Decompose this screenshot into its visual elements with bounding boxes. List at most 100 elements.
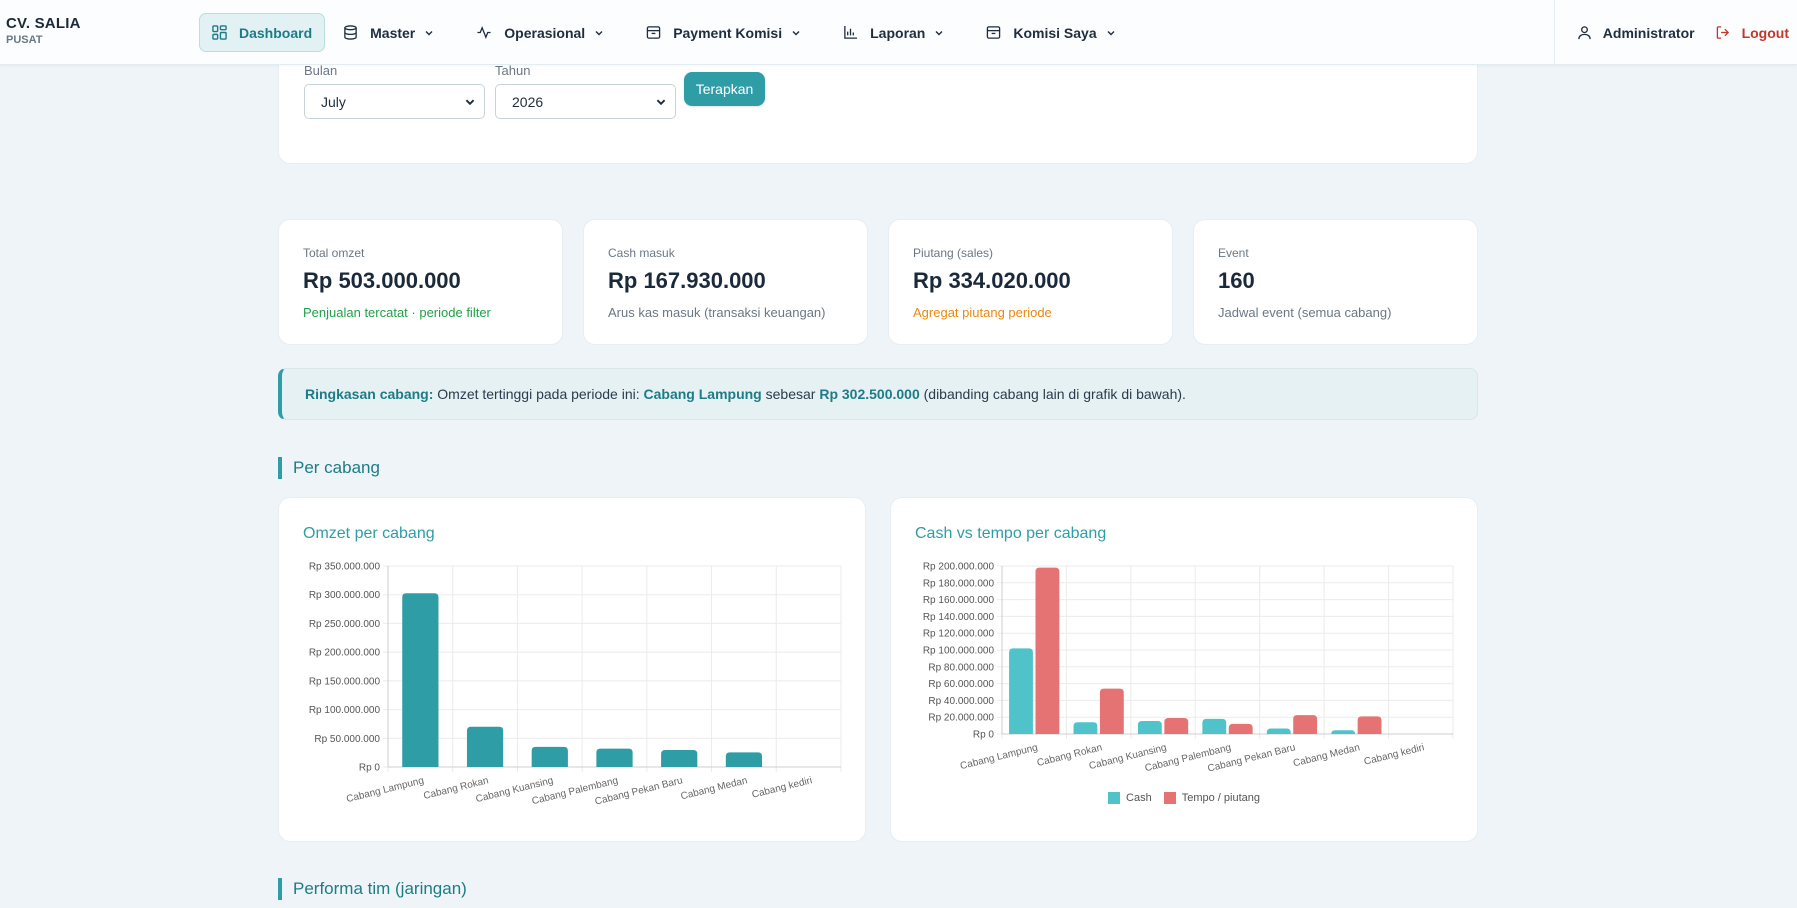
y-tick-label: Rp 20.000.000 <box>928 713 994 724</box>
bar[interactable] <box>1137 720 1162 734</box>
omzet-bar-chart: Rp 0 Rp 50.000.000 Rp 100.000.000 Rp 150.00… <box>309 562 842 808</box>
y-tick-label: Rp 50.000.000 <box>314 734 380 745</box>
bar[interactable] <box>531 746 568 767</box>
section-title-performa-tim: Performa tim (jaringan) <box>278 878 467 900</box>
logout-button[interactable]: Logout <box>1715 25 1789 41</box>
bar[interactable] <box>1035 567 1060 734</box>
nav-menu: Dashboard Master Operasional Payment Kom… <box>199 13 1146 52</box>
bar[interactable] <box>402 593 439 767</box>
bar[interactable] <box>1293 715 1318 734</box>
legend-label: Tempo / piutang <box>1181 792 1260 804</box>
bar[interactable] <box>1331 730 1356 734</box>
chevron-down-icon <box>595 30 603 35</box>
stat-label: Cash masuk <box>608 246 675 260</box>
stat-value: Rp 334.020.000 <box>913 268 1071 293</box>
chart-card-cash-vs-tempo: Cash vs tempo per cabang Rp 0 Rp 20.000.0… <box>890 497 1478 842</box>
archive-icon <box>646 26 661 39</box>
bar[interactable] <box>1266 728 1291 734</box>
branch-summary: Ringkasan cabang: Omzet tertinggi pada p… <box>278 368 1478 420</box>
logout-icon <box>1716 26 1729 39</box>
user-menu[interactable]: Administrator <box>1577 25 1695 41</box>
bar[interactable] <box>1228 723 1253 734</box>
nav-dashboard[interactable]: Dashboard <box>199 13 326 52</box>
summary-amount: Rp 302.500.000 <box>819 386 920 402</box>
bar[interactable] <box>466 726 504 767</box>
nav-dashboard-label: Dashboard <box>239 24 313 41</box>
nav-master[interactable]: Master <box>331 13 458 52</box>
bar[interactable] <box>661 750 698 767</box>
nav-laporan[interactable]: Laporan <box>831 13 968 52</box>
stat-label: Piutang (sales) <box>913 246 994 260</box>
bar[interactable] <box>1202 718 1227 734</box>
y-tick-label: Rp 100.000.000 <box>923 646 995 657</box>
x-tick-label: Cabang kediri <box>751 775 814 801</box>
year-select[interactable]: 2026 <box>495 84 676 119</box>
summary-text1: Omzet tertinggi pada periode ini: <box>437 386 640 402</box>
stat-card-event: Event 160 Jadwal event (semua cabang) <box>1193 219 1478 345</box>
stat-label: Total omzet <box>303 246 365 260</box>
chevron-down-icon <box>1107 30 1115 35</box>
bar-chart-icon <box>844 25 858 39</box>
brand-sub: PUSAT <box>6 34 43 46</box>
y-tick-label: Rp 0 <box>973 730 995 741</box>
chart-title: Omzet per cabang <box>303 525 435 542</box>
y-tick-label: Rp 250.000.000 <box>309 619 381 630</box>
activity-icon <box>477 26 491 39</box>
brand-name: CV. SALIA <box>6 15 81 32</box>
nav-komisi-saya-label: Komisi Saya <box>1013 24 1097 41</box>
year-label: Tahun <box>495 63 531 78</box>
x-tick-label: Cabang Lampung <box>345 775 425 805</box>
nav-payment-komisi[interactable]: Payment Komisi <box>634 13 825 52</box>
chart-title: Cash vs tempo per cabang <box>915 525 1107 542</box>
y-tick-label: Rp 40.000.000 <box>928 696 994 707</box>
summary-prefix: Ringkasan cabang: <box>305 386 434 402</box>
chevron-down-icon <box>935 30 943 35</box>
nav-komisi-saya[interactable]: Komisi Saya <box>974 13 1139 52</box>
y-tick-label: Rp 180.000.000 <box>923 578 995 589</box>
x-tick-label: Cabang Lampung <box>959 742 1039 772</box>
chart-card-omzet: Omzet per cabang Rp 0 Rp 50.000.000 Rp 100… <box>278 497 866 842</box>
year-value: 2026 <box>512 93 544 110</box>
x-tick-label: Cabang Medan <box>1292 742 1361 769</box>
stat-note: Jadwal event (semua cabang) <box>1218 305 1392 320</box>
legend-item-cash[interactable]: Cash <box>1108 792 1152 804</box>
summary-text2: sebesar <box>765 386 816 402</box>
nav-operasional[interactable]: Operasional <box>464 13 628 52</box>
archive-icon <box>987 26 1001 39</box>
apply-button[interactable]: Terapkan <box>684 72 765 106</box>
brand[interactable]: CV. SALIA PUSAT <box>6 15 81 46</box>
y-tick-label: Rp 0 <box>359 763 381 774</box>
bar[interactable] <box>1099 688 1124 734</box>
y-tick-label: Rp 160.000.000 <box>923 595 995 606</box>
x-tick-label: Cabang Medan <box>680 775 749 802</box>
nav-operasional-label: Operasional <box>504 24 586 41</box>
chevron-down-icon <box>465 99 475 106</box>
chart-legend: Cash Tempo / piutang <box>891 792 1477 804</box>
stat-note: Arus kas masuk (transaksi keuangan) <box>608 305 826 320</box>
bar[interactable] <box>1357 716 1382 734</box>
y-tick-label: Rp 200.000.000 <box>923 562 995 573</box>
bar[interactable] <box>1073 722 1098 734</box>
summary-text3: (dibanding cabang lain di grafik di bawa… <box>923 386 1186 402</box>
bar[interactable] <box>1164 718 1189 734</box>
stat-card-total-omzet: Total omzet Rp 503.000.000 Penjualan ter… <box>278 219 563 345</box>
grid-icon <box>212 25 227 40</box>
bar[interactable] <box>596 748 633 767</box>
month-select[interactable]: July <box>304 84 485 119</box>
stat-note: Penjualan tercatat · periode filter <box>303 305 491 320</box>
x-tick-label: Cabang kediri <box>1363 742 1426 768</box>
y-tick-label: Rp 150.000.000 <box>309 676 381 687</box>
stat-label: Event <box>1218 246 1249 260</box>
nav-payment-komisi-label: Payment Komisi <box>673 24 783 41</box>
summary-branch: Cabang Lampung <box>643 386 762 402</box>
chevron-down-icon <box>656 99 666 106</box>
cash-tempo-bar-chart: Rp 0 Rp 20.000.000 Rp 40.000.000 Rp 60.000.… <box>923 562 1454 775</box>
bar[interactable] <box>1009 648 1033 734</box>
legend-item-tempo[interactable]: Tempo / piutang <box>1163 792 1260 804</box>
stat-card-piutang: Piutang (sales) Rp 334.020.000 Agregat p… <box>888 219 1173 345</box>
y-tick-label: Rp 120.000.000 <box>923 629 995 640</box>
stat-card-cash-masuk: Cash masuk Rp 167.930.000 Arus kas masuk… <box>583 219 868 345</box>
stat-value: Rp 167.930.000 <box>608 268 766 293</box>
bar[interactable] <box>725 752 763 767</box>
y-tick-label: Rp 300.000.000 <box>309 590 381 601</box>
